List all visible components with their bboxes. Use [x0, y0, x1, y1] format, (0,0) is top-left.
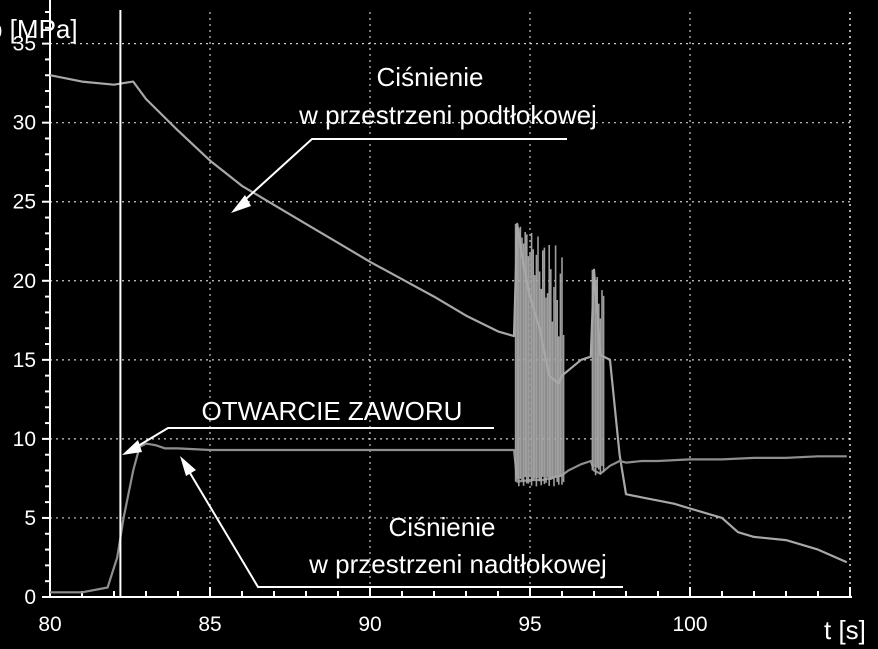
arrowhead-lower [180, 456, 196, 476]
y-tick-label: 30 [13, 112, 36, 135]
leader-valve [127, 427, 494, 453]
y-tick-label: 5 [24, 507, 36, 530]
y-tick-label: 25 [13, 191, 36, 214]
x-axis-label: t [s] [824, 615, 866, 645]
x-tick-label: 90 [358, 613, 381, 636]
annotation-lower-line2: w przestrzeni nadtłokowej [308, 549, 607, 579]
leader-lower [183, 462, 623, 588]
y-tick-label: 20 [13, 270, 36, 293]
leader-upper [235, 138, 567, 209]
x-tick-label: 80 [38, 613, 61, 636]
y-tick-label: 35 [13, 33, 36, 56]
axes [49, 0, 852, 598]
annotation-lower-line1: Ciśnienie [389, 512, 496, 542]
leader-lines [122, 138, 623, 588]
y-tick-label: 10 [13, 428, 36, 451]
annotation-upper-line2: w przestrzeni podtłokowej [298, 100, 597, 130]
ticks: 80 85 90 95 100 0 5 10 15 20 25 30 35 [13, 11, 851, 636]
oscillation-bands [514, 223, 605, 487]
annotation-valve: OTWARCIE ZAWORU [202, 396, 463, 426]
arrowhead-upper [231, 195, 251, 213]
x-tick-label: 95 [518, 613, 541, 636]
arrowhead-valve [122, 440, 142, 455]
y-axis-label: p [MPa] [0, 14, 78, 44]
x-tick-label: 100 [672, 613, 707, 636]
x-tick-label: 85 [198, 613, 221, 636]
annotation-upper-line1: Ciśnienie [377, 62, 484, 92]
y-tick-label: 15 [13, 349, 36, 372]
y-tick-label: 0 [24, 586, 36, 609]
grid [50, 12, 851, 597]
